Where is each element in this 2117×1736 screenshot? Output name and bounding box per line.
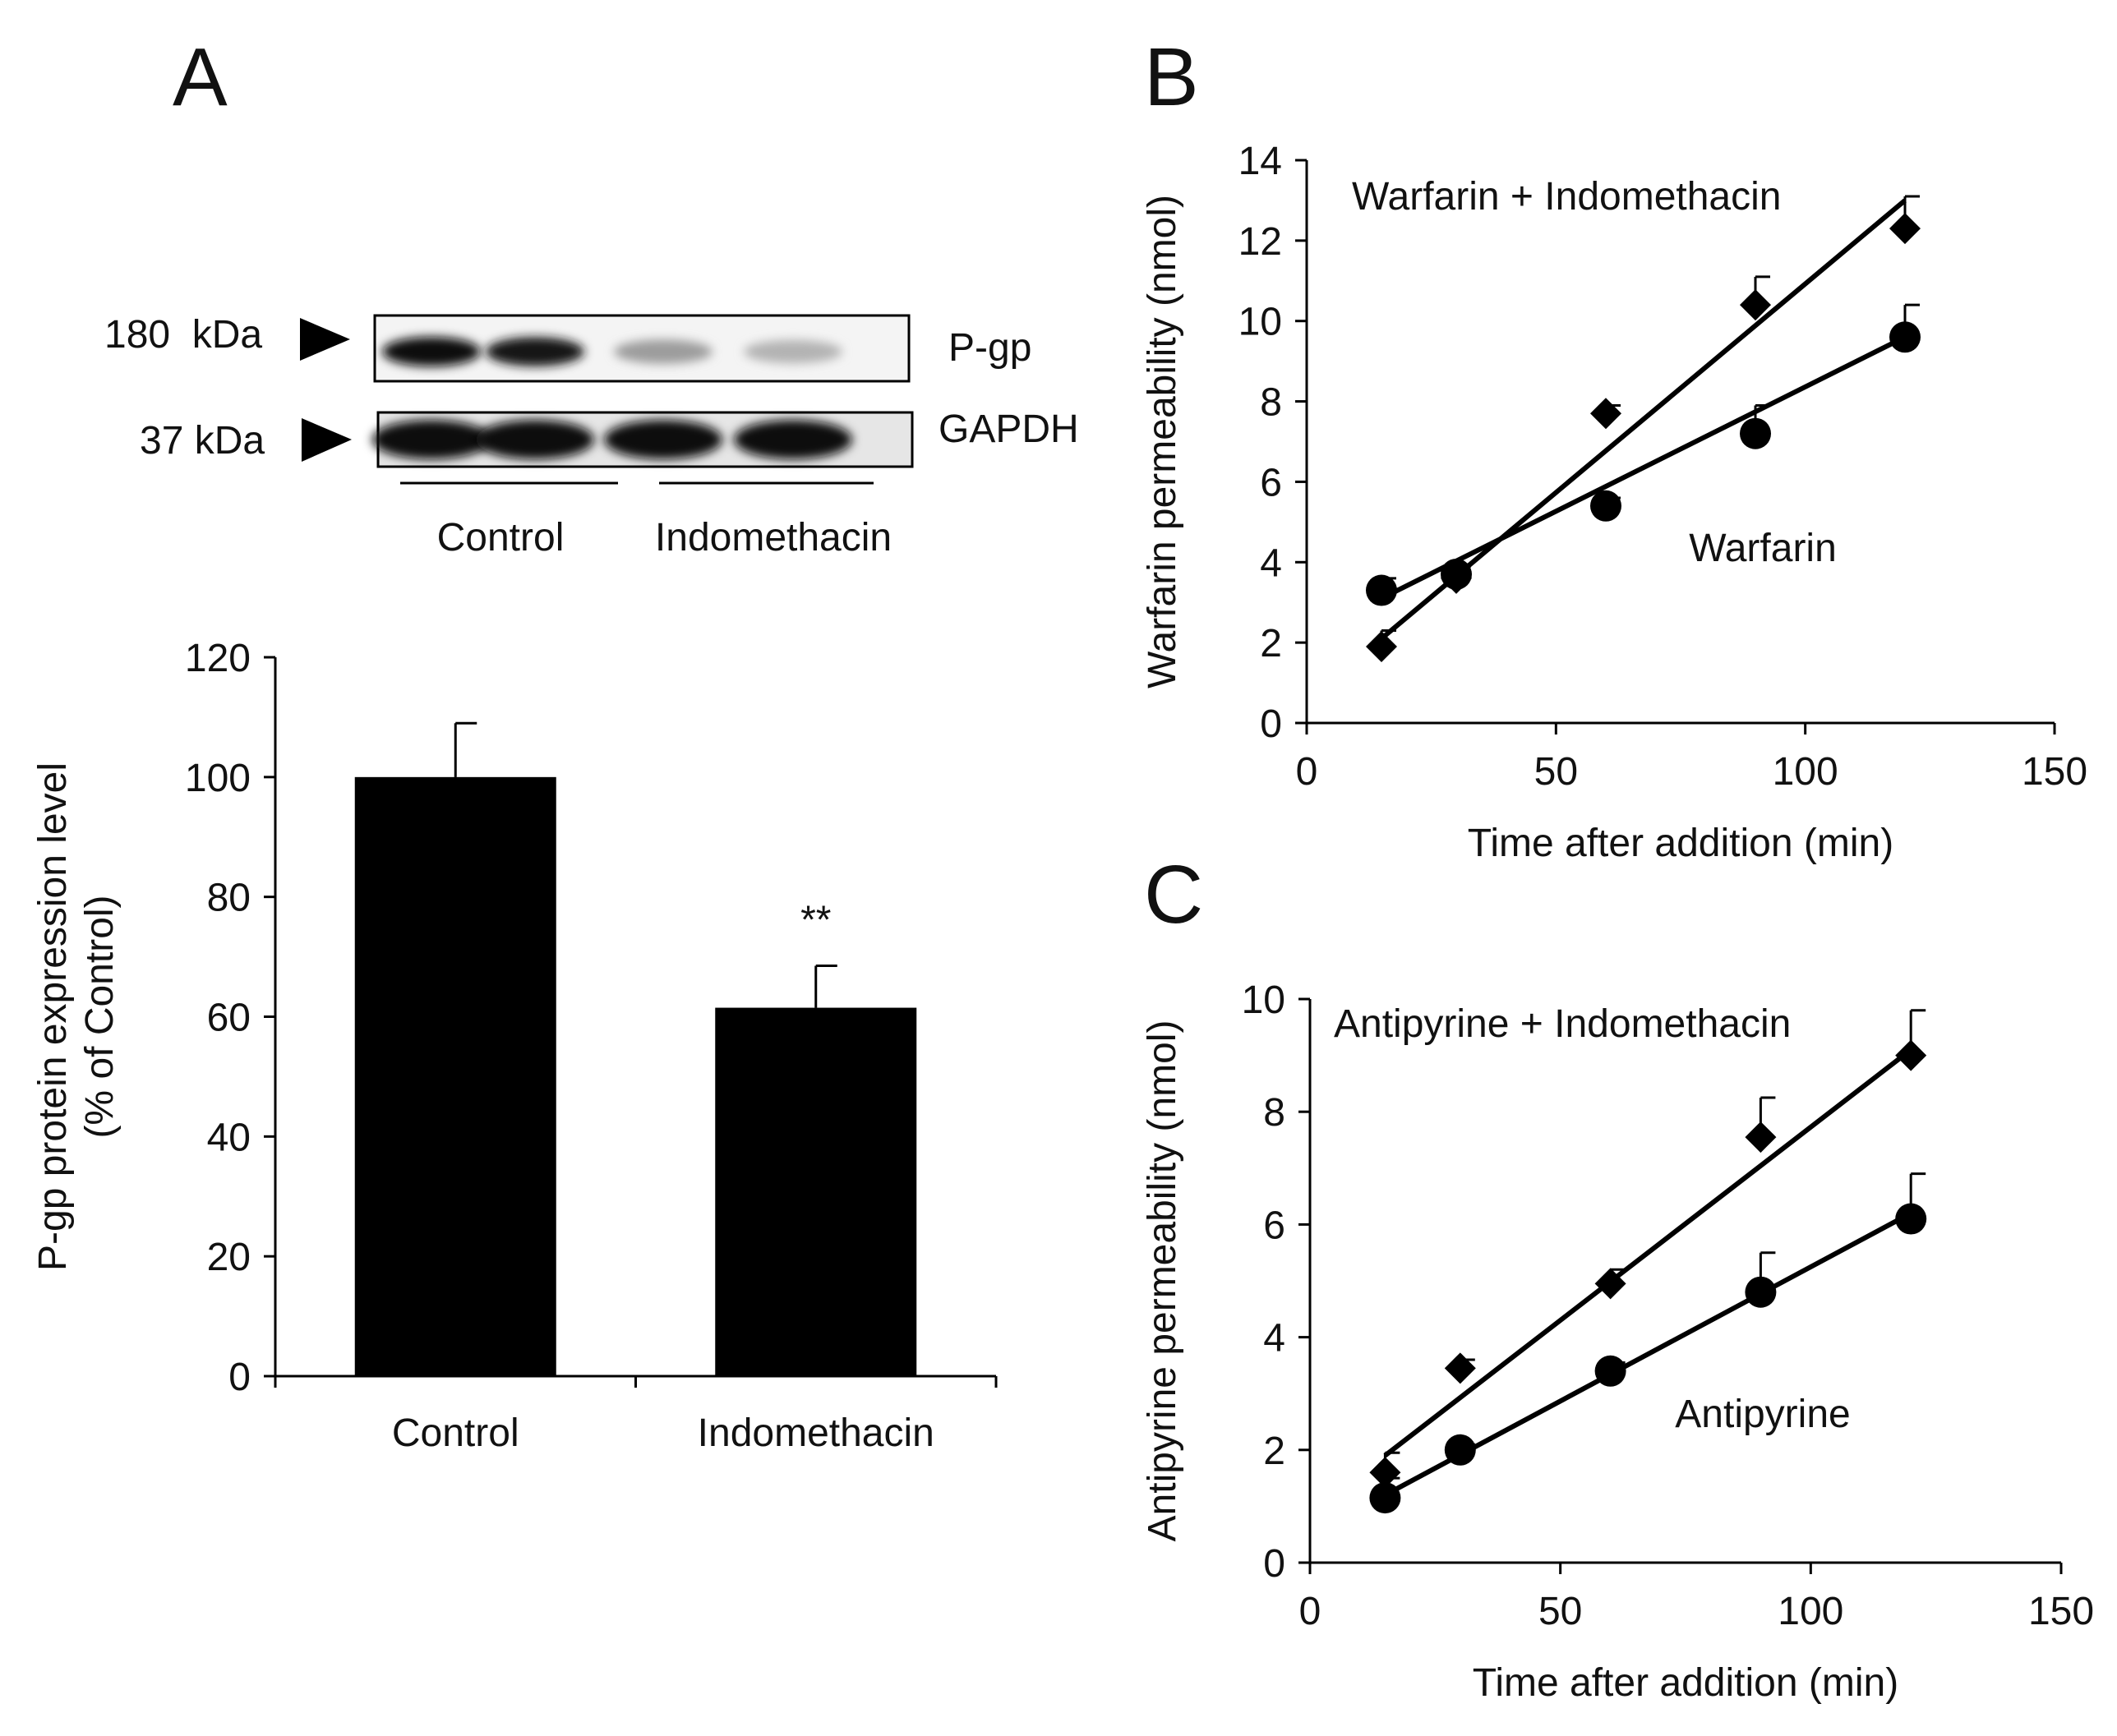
y-tick-label: 20 <box>207 1236 251 1279</box>
chart-a-bar: 0 20 40 60 80 100 120 Control Indomethacin ** P-gp… <box>31 637 998 1455</box>
data-point-diamond <box>1740 289 1771 321</box>
panel-letter-c: C <box>1144 849 1203 941</box>
data-point-diamond <box>1745 1121 1777 1153</box>
marker-label-37: 37 kDa <box>140 419 265 463</box>
significance-label: ** <box>800 899 831 942</box>
blot-band-gapdh <box>604 420 722 459</box>
y-axis-label: (% of Control) <box>78 895 122 1138</box>
band-label-gapdh: GAPDH <box>939 408 1079 451</box>
marker-arrow-37 <box>302 418 352 462</box>
panel-letter-b: B <box>1144 31 1199 123</box>
blot-band-gapdh <box>372 420 491 459</box>
series-label: Warfarin <box>1689 527 1837 570</box>
marker-label-180: 180 kDa <box>104 313 262 357</box>
x-tick-label: Control <box>392 1411 519 1455</box>
western-blot: 180 kDa 37 kDa P-gp GAPDH Control Indome… <box>104 313 1079 559</box>
y-tick-label: 100 <box>185 757 251 800</box>
y-tick-label: 4 <box>1260 541 1282 585</box>
y-tick-label: 120 <box>185 637 251 680</box>
blot-band-pgp <box>382 337 481 366</box>
series-label: Warfarin + Indomethacin <box>1352 175 1781 219</box>
data-point-circle <box>1590 490 1621 522</box>
y-tick-label: 6 <box>1263 1204 1285 1247</box>
data-point-circle <box>1441 558 1472 590</box>
blot-band-gapdh <box>476 420 594 459</box>
data-point-diamond <box>1444 1352 1476 1384</box>
data-point-diamond <box>1590 398 1621 430</box>
x-tick-label: 100 <box>1778 1590 1843 1633</box>
y-tick-label: 0 <box>1263 1542 1285 1586</box>
data-point-circle <box>1366 574 1397 606</box>
data-point-circle <box>1444 1434 1476 1466</box>
y-tick-label: 60 <box>207 997 251 1040</box>
data-point-circle <box>1889 321 1921 353</box>
x-axis-label: Time after addition (min) <box>1473 1661 1898 1705</box>
y-axis-label: Warfarin permeability (nmol) <box>1141 195 1184 688</box>
x-tick-label: 100 <box>1773 750 1838 794</box>
data-point-circle <box>1369 1482 1401 1514</box>
chart-b-scatter: 0 2 4 6 8 10 12 14 0 50 100 150 Time after addition … <box>1141 140 2087 865</box>
y-tick-label: 8 <box>1263 1091 1285 1135</box>
data-point-diamond <box>1594 1268 1626 1300</box>
y-tick-label: 80 <box>207 877 251 920</box>
bar <box>715 1007 917 1376</box>
y-tick-label: 12 <box>1238 220 1282 264</box>
blot-band-pgp <box>614 339 713 364</box>
series-label: Antipyrine <box>1675 1393 1850 1436</box>
blot-band-pgp <box>486 337 584 366</box>
group-label-indomethacin: Indomethacin <box>655 516 892 559</box>
data-point-diamond <box>1369 1457 1401 1489</box>
fit-line <box>1383 1048 1913 1458</box>
data-point-circle <box>1745 1276 1777 1308</box>
panel-letter-a: A <box>173 31 228 123</box>
x-tick-label: 50 <box>1538 1590 1582 1633</box>
x-tick-label: 150 <box>2022 750 2087 794</box>
x-tick-label: 150 <box>2028 1590 2094 1633</box>
y-tick-label: 6 <box>1260 461 1282 504</box>
data-point-diamond <box>1889 213 1921 245</box>
x-tick-label: 0 <box>1299 1590 1321 1633</box>
y-tick-label: 4 <box>1263 1317 1285 1361</box>
group-label-control: Control <box>437 516 565 559</box>
marker-arrow-180 <box>300 318 350 361</box>
y-tick-label: 2 <box>1260 622 1282 665</box>
y-tick-label: 0 <box>1260 702 1282 746</box>
series-label: Antipyrine + Indomethacin <box>1334 1002 1791 1046</box>
data-point-diamond <box>1895 1039 1927 1071</box>
y-tick-label: 2 <box>1263 1430 1285 1473</box>
data-point-circle <box>1895 1203 1927 1235</box>
y-tick-label: 10 <box>1238 301 1282 344</box>
data-point-circle <box>1594 1355 1626 1387</box>
y-tick-label: 8 <box>1260 381 1282 425</box>
x-tick-label: 0 <box>1296 750 1318 794</box>
data-point-circle <box>1740 417 1771 449</box>
blot-band-gapdh <box>734 420 852 459</box>
blot-band-pgp <box>744 339 842 364</box>
y-tick-label: 0 <box>228 1356 251 1399</box>
x-tick-label: 50 <box>1534 750 1578 794</box>
fit-line <box>1380 334 1907 601</box>
x-tick-label: Indomethacin <box>698 1411 934 1455</box>
x-axis-label: Time after addition (min) <box>1468 822 1893 865</box>
band-label-pgp: P-gp <box>948 326 1031 370</box>
y-axis-label: Antipyrine permeability (nmol) <box>1141 1020 1184 1542</box>
y-tick-label: 10 <box>1242 979 1285 1022</box>
y-tick-label: 14 <box>1238 140 1282 183</box>
y-axis-label: P-gp protein expression level <box>31 762 75 1271</box>
bar <box>354 776 556 1376</box>
data-point-diamond <box>1366 631 1397 663</box>
y-tick-label: 40 <box>207 1116 251 1159</box>
